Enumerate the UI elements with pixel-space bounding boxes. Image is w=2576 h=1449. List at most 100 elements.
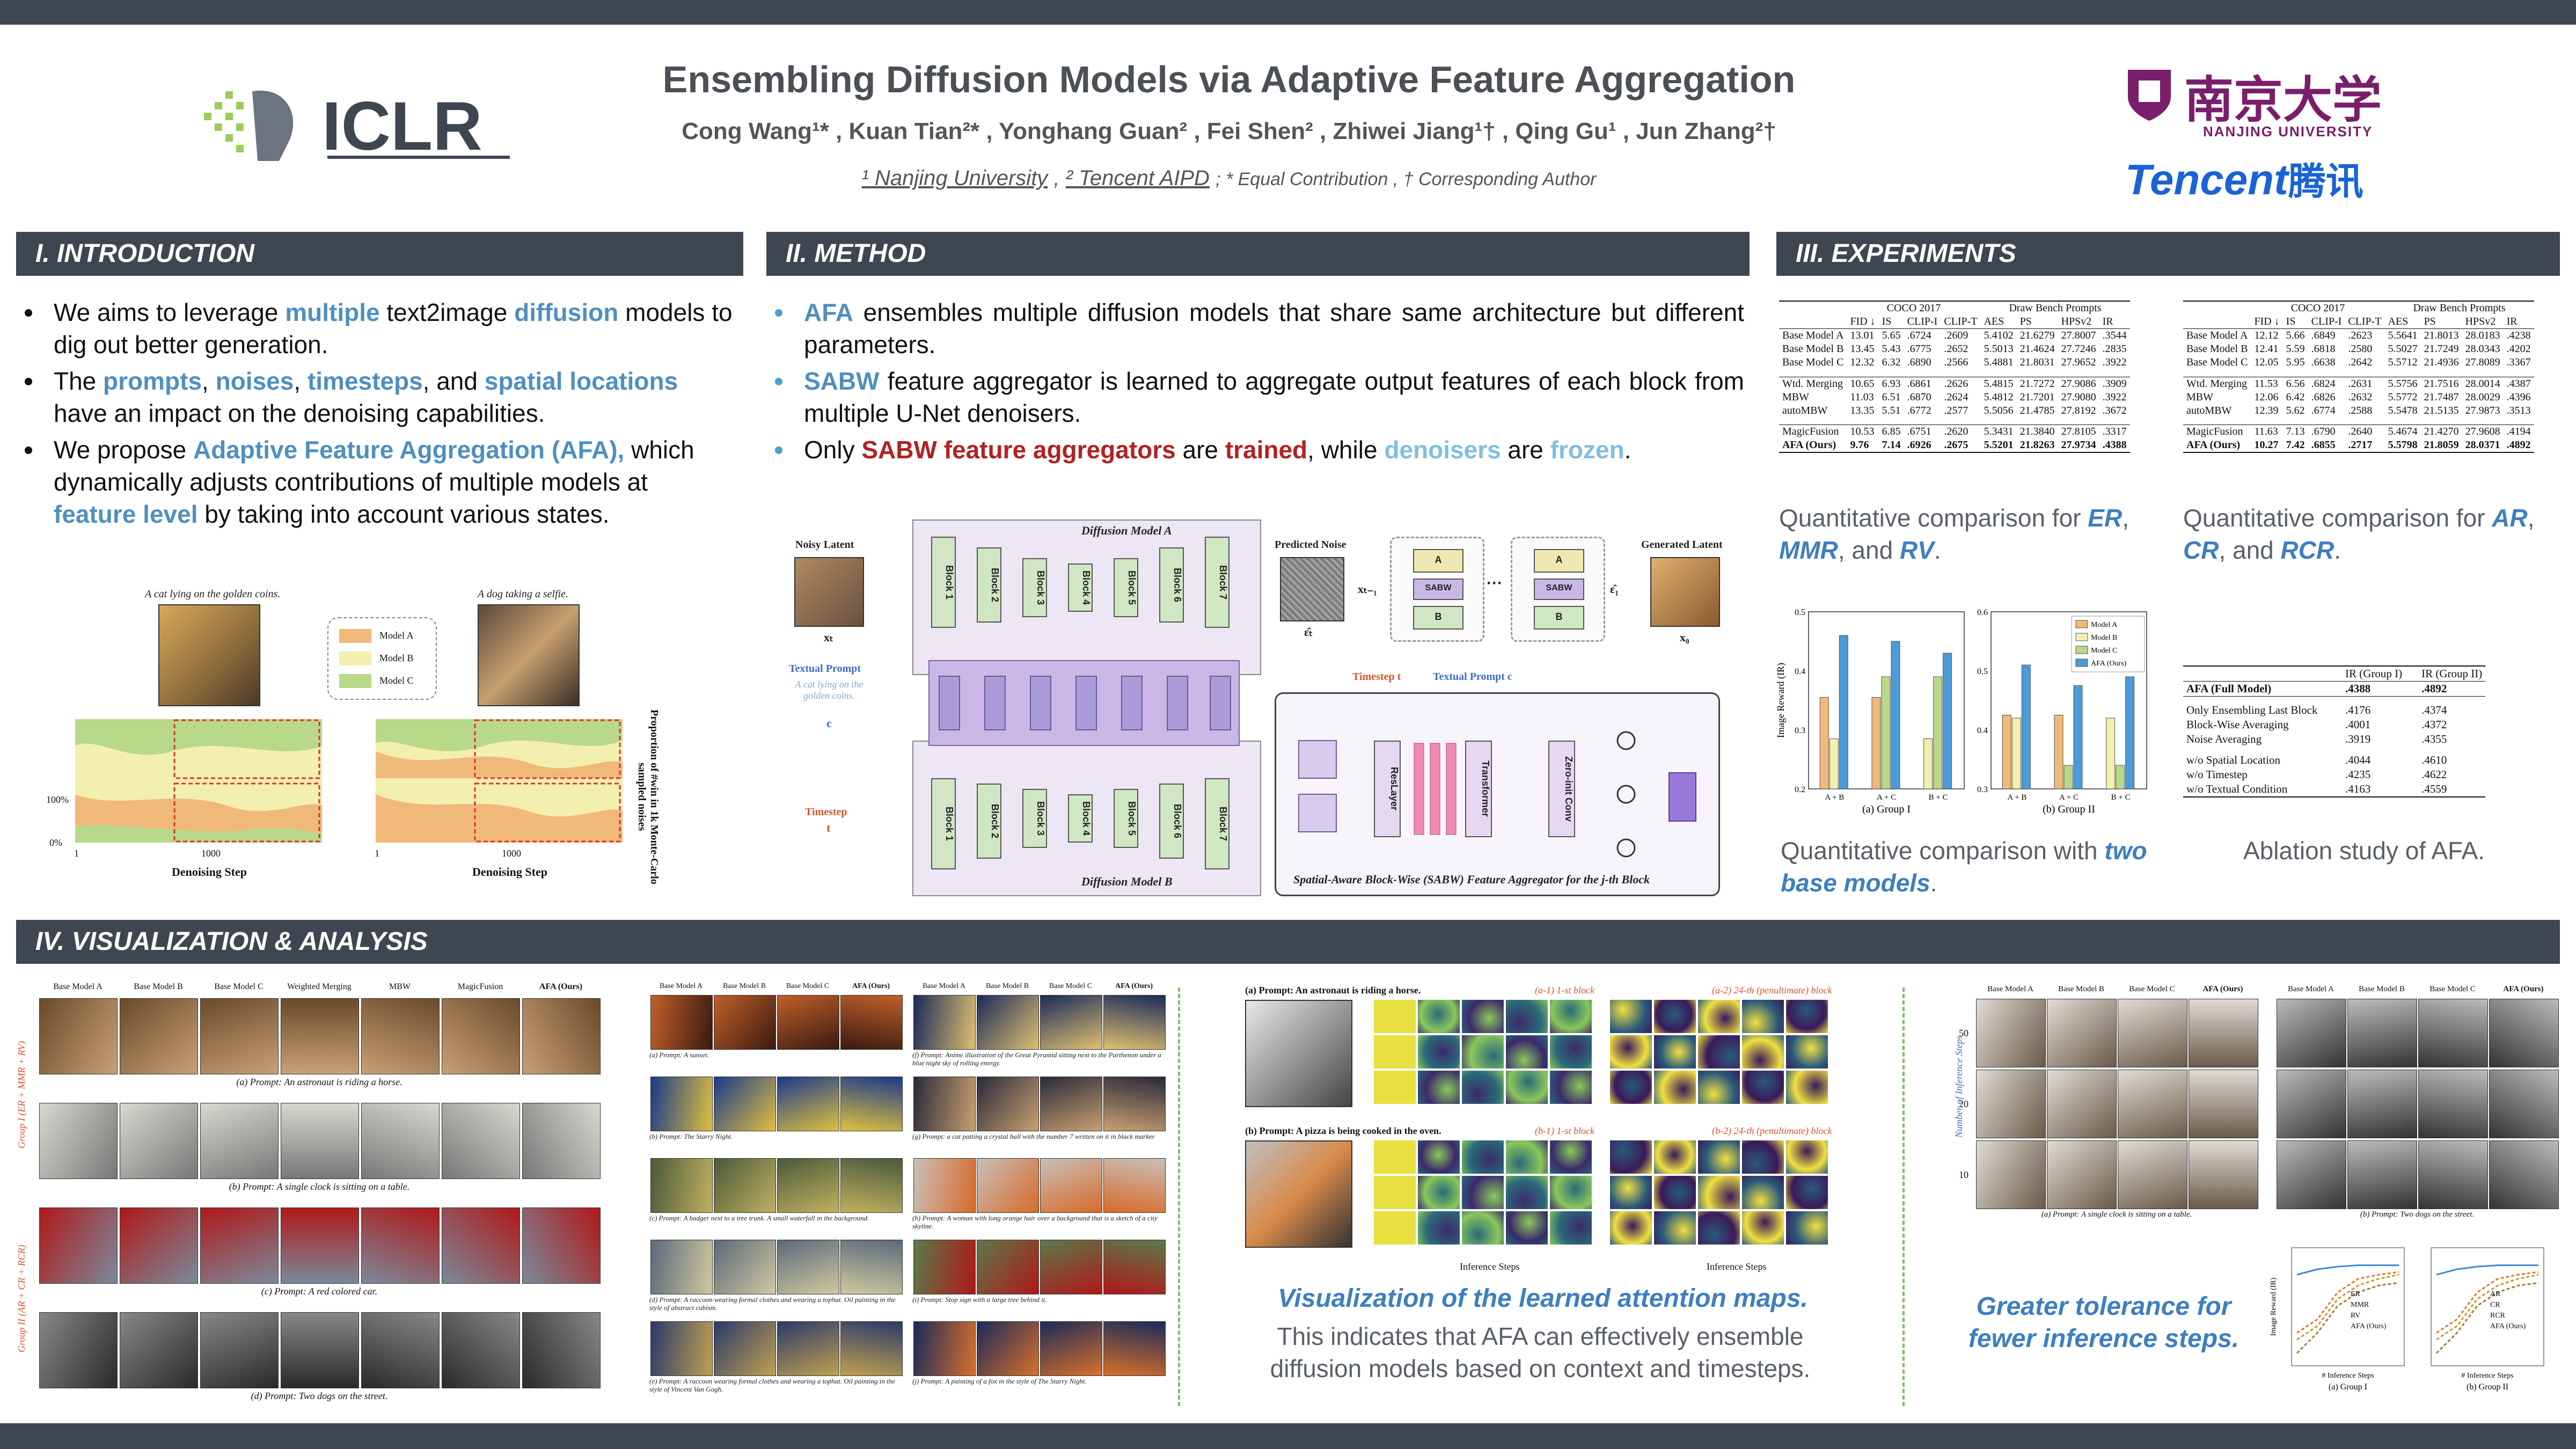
mini-b-1: B	[1413, 606, 1463, 630]
iclr-logo-mark	[204, 90, 294, 161]
table-cell: autoMBW	[2186, 404, 2232, 416]
attention-map	[1654, 1000, 1696, 1033]
intro-legend: Model A Model B Model C	[327, 617, 437, 700]
styles-image	[650, 1158, 713, 1213]
table-cell: Base Model B	[2186, 343, 2248, 355]
table-cell: .3909	[2102, 377, 2127, 390]
affil-tencent[interactable]: ² Tencent AIPD	[1065, 166, 1210, 190]
comparison-image	[200, 1103, 279, 1179]
ablation-cell: .4044	[2345, 753, 2371, 766]
unet-a-block-6: Block 6	[1159, 547, 1184, 623]
inference-image	[2418, 999, 2488, 1067]
table-cell: Base Model A	[1782, 330, 1844, 341]
group2-label: Group II (AR + CR + RCR)	[16, 1245, 27, 1353]
comparison-grid: Base Model A Base Model B Base Model C Weig…	[38, 982, 639, 1411]
table-cell: .6724	[1907, 330, 1931, 341]
predicted-noise-label: Predicted Noise	[1275, 539, 1346, 551]
styles-image	[1040, 1158, 1102, 1213]
styles-image	[840, 1158, 903, 1213]
inference-image	[2489, 1140, 2559, 1209]
affiliations: ¹ Nanjing University , ² Tencent AIPD ; …	[861, 166, 1597, 190]
table-cell: 6.93	[1882, 377, 1901, 390]
table-col-header: FID ↓ IS CLIP-I CLIP-T AES PS HPSv2 IR	[2183, 315, 2534, 329]
styles-image	[913, 1077, 976, 1131]
generated-latent-label: Generated Latent	[1641, 539, 1723, 551]
table-spacer	[1779, 369, 2130, 377]
table-cell: .2620	[1944, 426, 1968, 437]
table-row: Base Model B 13.45 5.43 .6775 .2652 5.5013 21.…	[1779, 342, 2130, 356]
bar-xtick: A + B	[2007, 793, 2026, 802]
table-cell: 27.8105	[2061, 426, 2096, 437]
table-cell: 6.56	[2286, 377, 2305, 390]
styles-image	[777, 1240, 839, 1294]
attention-map	[1550, 1035, 1592, 1069]
styles-image	[650, 1077, 713, 1131]
bar-xtick: B + C	[1929, 793, 1948, 802]
attention-map	[1418, 1176, 1460, 1209]
attn-maps-b	[1374, 1140, 1835, 1248]
table-cell: 28.0343	[2465, 343, 2500, 355]
ablation-spacer	[2183, 747, 2485, 753]
attention-map	[1374, 1000, 1416, 1033]
bar-mark	[1943, 653, 1952, 789]
attention-map	[1462, 1000, 1504, 1033]
line-series	[2296, 1264, 2399, 1276]
attn-image-pizza	[1245, 1140, 1352, 1248]
styles-caption: (b) Prompt: The Starry Night.	[649, 1132, 733, 1140]
nju-logo: 南京大学 NANJING UNIVERSITY	[2125, 60, 2404, 146]
attention-map	[1462, 1140, 1504, 1174]
attention-map	[1786, 1000, 1828, 1033]
styles-image	[977, 1321, 1039, 1376]
table-cell: .3922	[2102, 391, 2127, 403]
styles-image	[840, 1321, 903, 1376]
sabw-zeroconv: Zero-init Conv	[1548, 741, 1575, 837]
intro-prompt-2: A dog taking a selfie.	[478, 588, 569, 600]
styles-image	[1103, 1321, 1166, 1376]
table-col-label: AES	[1984, 316, 2004, 327]
intro-area-charts	[75, 719, 623, 843]
attn-a1-label: (a-1) 1-st block	[1535, 985, 1594, 996]
table-col-label: IS	[2286, 316, 2296, 327]
attention-map	[1550, 1211, 1592, 1245]
inference-col-label: Base Model A	[2288, 985, 2334, 993]
table-cell: .6870	[1907, 391, 1931, 403]
bar-legend-label: Model B	[2091, 634, 2117, 642]
comparison-image	[442, 1312, 520, 1388]
attention-map	[1506, 1211, 1548, 1245]
table-cell: 5.5798	[2388, 439, 2418, 451]
comparison-image	[361, 1103, 440, 1179]
styles-caption: (i) Prompt: Stop sign with a large tree …	[912, 1296, 1047, 1304]
table-row: MBW 11.03 6.51 .6870 .2624 5.4812 21.7201 27.90…	[1779, 391, 2130, 404]
table-cell: .4238	[2506, 330, 2531, 341]
table-cell: 5.95	[2286, 356, 2305, 368]
styles-col-label: Base Model B	[985, 982, 1029, 990]
attention-map	[1786, 1211, 1828, 1245]
attention-map	[1550, 1071, 1592, 1104]
intro-xlabel-2: Denoising Step	[472, 865, 547, 879]
affil-nju[interactable]: ¹ Nanjing University	[861, 166, 1048, 190]
inference-image	[2118, 1140, 2187, 1209]
comparison-image	[522, 998, 601, 1074]
styles-image	[714, 1158, 776, 1213]
styles-col-label: Base Model A	[922, 982, 966, 990]
inference-row-label: 20	[1959, 1099, 1968, 1109]
table-cell: 27.9086	[2061, 377, 2096, 390]
bar-xtick: A + C	[1877, 793, 1896, 802]
attention-map	[1462, 1211, 1504, 1245]
section-intro-header: I. INTRODUCTION	[16, 232, 743, 276]
table-group-label: Draw Bench Prompts	[2009, 302, 2102, 314]
table-cell: 7.13	[2286, 426, 2305, 437]
noisy-latent-image	[794, 557, 864, 627]
attention-map	[1418, 1000, 1460, 1033]
attention-map	[1742, 1071, 1784, 1104]
table-cell: 21.4785	[2019, 404, 2055, 416]
ablation-cell: .4892	[2421, 682, 2447, 695]
inference-caption: (a) Prompt: A single clock is sitting on…	[2041, 1210, 2192, 1219]
table-cell: .2675	[1944, 439, 1968, 451]
comparison-image	[39, 1312, 118, 1388]
bottom-bar	[0, 1423, 2576, 1449]
table-cell: 21.8059	[2424, 439, 2459, 451]
table-cell: .6775	[1907, 343, 1931, 355]
bar-legend-label: Model C	[2091, 647, 2117, 655]
styles-image	[840, 1077, 903, 1131]
